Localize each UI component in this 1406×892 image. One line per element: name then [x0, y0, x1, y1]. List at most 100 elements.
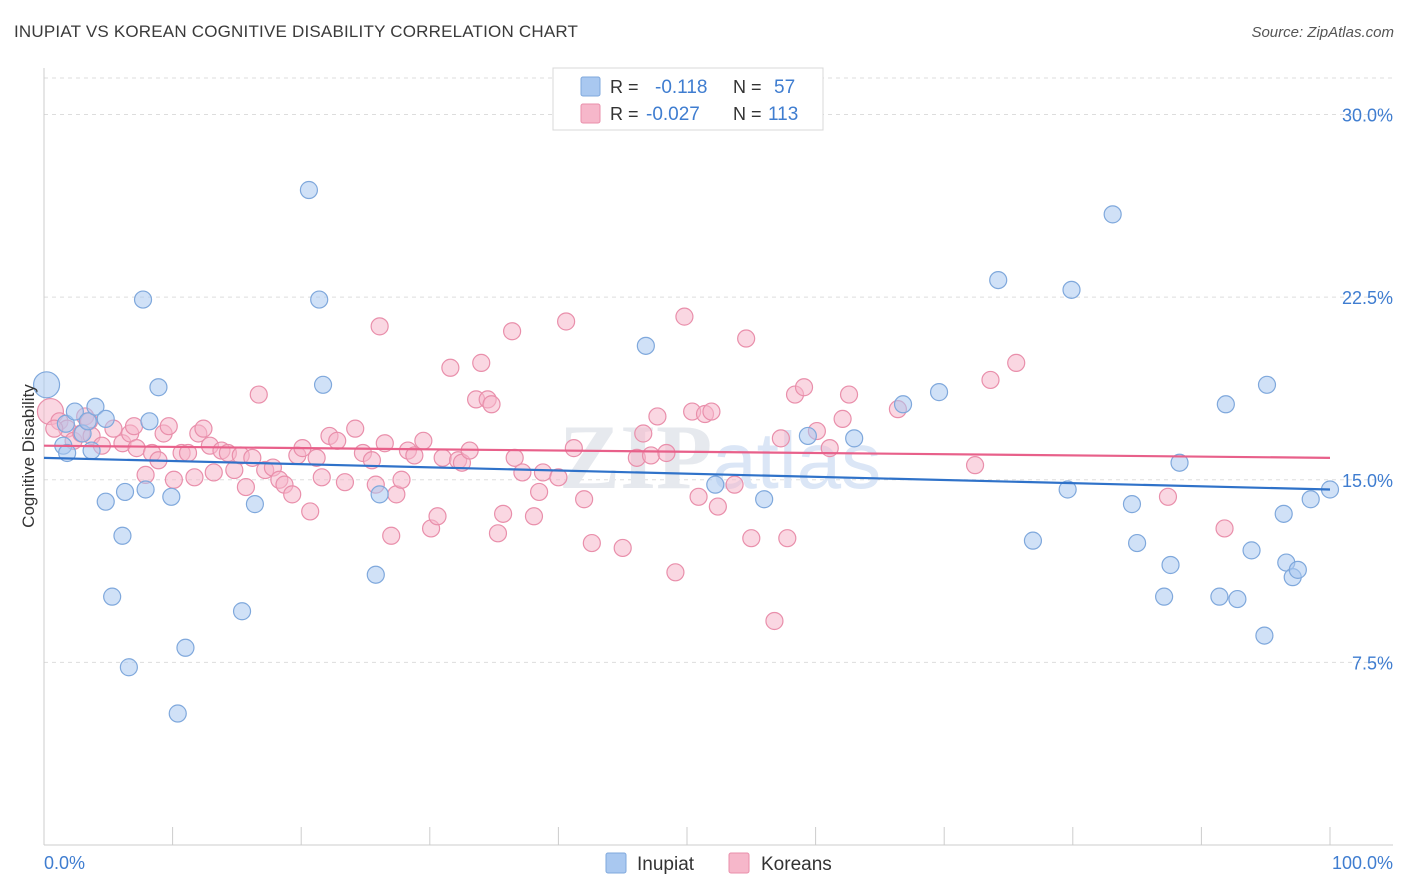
- inupiat-point: [1103, 205, 1122, 224]
- inupiat-point: [893, 395, 913, 414]
- inupiat-point: [1216, 395, 1235, 414]
- inupiat-point: [1228, 589, 1247, 609]
- koreans-point: [428, 507, 447, 526]
- koreans-point: [771, 429, 790, 448]
- koreans-point: [472, 353, 491, 372]
- inupiat-point: [103, 587, 122, 606]
- koreans-point: [392, 470, 411, 489]
- stats-r-label: R =: [610, 104, 639, 124]
- koreans-point: [657, 443, 676, 463]
- stats-legend: R = -0.118 N = 57 R = -0.027 N = 113: [552, 67, 824, 131]
- inupiat-point: [176, 638, 195, 657]
- koreans-point: [689, 487, 708, 506]
- inupiat-legend-label: Inupiat: [637, 854, 695, 875]
- inupiat-point: [65, 402, 84, 421]
- inupiat-point: [115, 482, 135, 502]
- koreans-point: [362, 451, 382, 470]
- chart-title: INUPIAT VS KOREAN COGNITIVE DISABILITY C…: [14, 22, 579, 41]
- stats-n-value: 57: [774, 77, 795, 98]
- koreans-point: [675, 307, 694, 326]
- inupiat-point: [113, 526, 132, 545]
- stats-r-label: R =: [610, 77, 639, 97]
- x-tick-label-min: 0.0%: [44, 853, 85, 873]
- koreans-point: [582, 533, 601, 553]
- stats-n-label: N =: [733, 104, 762, 124]
- inupiat-point: [232, 602, 252, 621]
- koreans-point: [433, 448, 452, 467]
- koreans-point: [557, 312, 576, 331]
- koreans-point: [634, 424, 653, 443]
- inupiat-point: [1301, 490, 1320, 509]
- inupiat-point: [1257, 375, 1277, 394]
- stats-n-value: 113: [768, 104, 798, 125]
- koreans-point: [981, 370, 1000, 390]
- koreans-point: [414, 431, 433, 450]
- koreans-point: [194, 419, 213, 438]
- inupiat-point: [1062, 280, 1081, 299]
- inupiat-point: [168, 704, 187, 723]
- koreans-point: [204, 463, 223, 482]
- koreans-point: [839, 385, 859, 404]
- koreans-point: [549, 468, 568, 487]
- inupiat-point: [1170, 453, 1189, 472]
- inupiat-point: [989, 270, 1008, 290]
- inupiat-point: [755, 490, 774, 509]
- koreans-point: [283, 485, 302, 504]
- inupiat-point: [56, 414, 75, 433]
- inupiat-point: [1288, 560, 1307, 579]
- koreans-point: [494, 504, 513, 523]
- koreans-point: [794, 378, 814, 397]
- stats-r-value: -0.027: [646, 104, 700, 125]
- inupiat-point: [299, 180, 319, 200]
- koreans-point: [185, 468, 204, 487]
- koreans-point: [382, 526, 401, 545]
- koreans-point: [778, 529, 797, 548]
- watermark: ZIPatlas: [559, 406, 881, 508]
- koreans-point: [441, 358, 460, 377]
- koreans-trend-line: [43, 444, 1331, 459]
- koreans-point: [335, 473, 355, 492]
- inupiat-point: [32, 371, 61, 399]
- koreans-point: [164, 470, 183, 489]
- inupiat-point: [78, 412, 97, 431]
- inupiat-point: [96, 492, 115, 511]
- y-axis-label: Cognitive Disability: [19, 384, 38, 528]
- koreans-point: [725, 475, 744, 494]
- inupiat-point: [636, 336, 655, 355]
- inupiat-point: [1255, 626, 1274, 645]
- koreans-point: [524, 507, 544, 526]
- koreans-point: [312, 468, 331, 487]
- source-note: Source: ZipAtlas.com: [1251, 24, 1394, 41]
- inupiat-point: [798, 426, 817, 446]
- inupiat-point: [1058, 480, 1077, 499]
- inupiat-point: [1210, 587, 1229, 606]
- inupiat-trend-line: [43, 456, 1331, 491]
- koreans-point: [575, 490, 594, 509]
- inupiat-point: [1122, 495, 1142, 514]
- y-tick-label: 7.5%: [1352, 653, 1393, 673]
- koreans-point: [482, 395, 501, 414]
- koreans-point: [127, 439, 146, 458]
- inupiat-point: [162, 487, 181, 506]
- koreans-point: [648, 407, 667, 426]
- inupiat-point: [133, 290, 153, 309]
- koreans-point: [249, 385, 268, 404]
- inupiat-point: [1274, 504, 1293, 523]
- inupiat-point: [310, 290, 329, 309]
- inupiat-point: [1242, 541, 1261, 560]
- koreans-point: [503, 322, 522, 341]
- series-legend: Inupiat Koreans: [605, 852, 832, 875]
- koreans-point: [530, 482, 549, 502]
- inupiat-point: [1127, 533, 1147, 553]
- koreans-point: [666, 563, 685, 582]
- inupiat-swatch: [580, 76, 601, 97]
- inupiat-point: [1023, 531, 1043, 550]
- koreans-point: [742, 529, 761, 548]
- koreans-point: [236, 477, 256, 497]
- koreans-point: [488, 524, 508, 543]
- y-tick-label: 15.0%: [1342, 471, 1393, 491]
- koreans-point: [702, 402, 721, 421]
- koreans-point: [833, 409, 852, 428]
- inupiat-point: [1161, 555, 1180, 575]
- inupiat-point: [1155, 587, 1174, 606]
